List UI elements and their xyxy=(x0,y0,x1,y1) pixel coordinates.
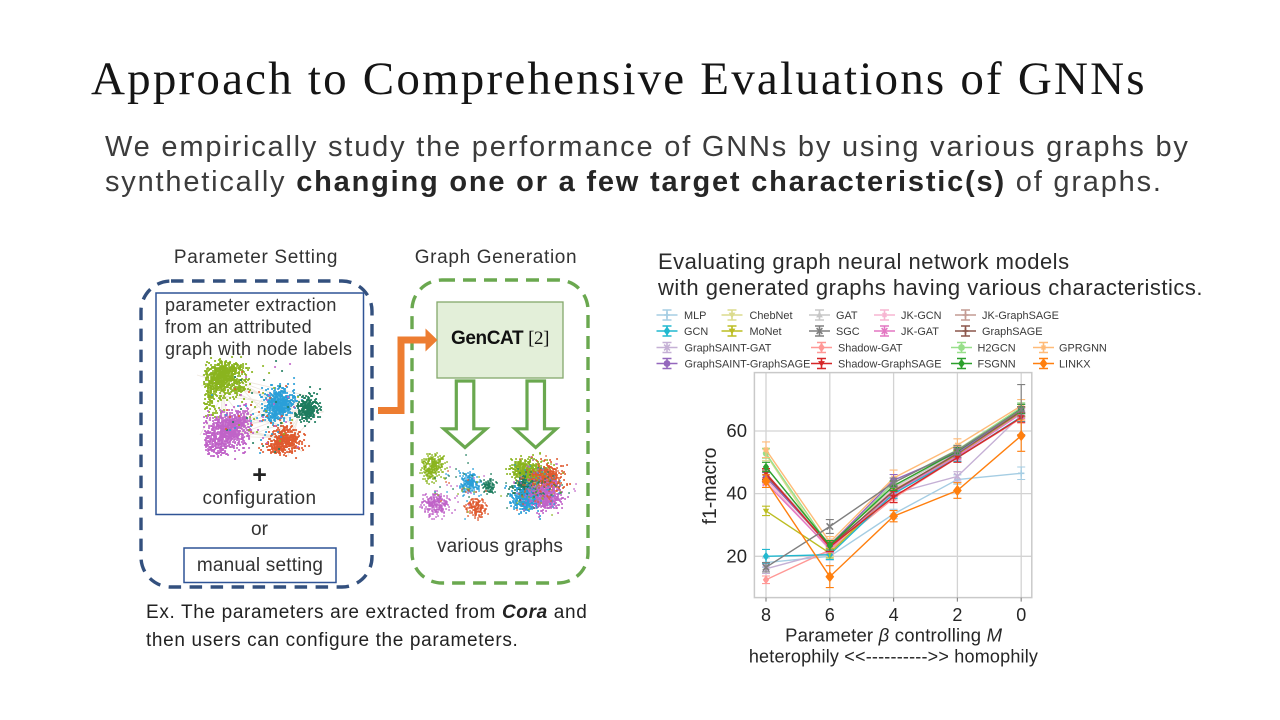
svg-text:Parameter β controlling M: Parameter β controlling M xyxy=(785,624,1003,645)
svg-text:MLP: MLP xyxy=(684,310,706,322)
svg-text:Shadow-GraphSAGE: Shadow-GraphSAGE xyxy=(838,358,942,370)
svg-text:GraphSAINT-GraphSAGE: GraphSAINT-GraphSAGE xyxy=(685,358,811,370)
svg-text:ChebNet: ChebNet xyxy=(750,310,793,322)
svg-text:SGC: SGC xyxy=(836,326,860,338)
svg-text:60: 60 xyxy=(726,420,747,441)
svg-text:20: 20 xyxy=(726,546,747,567)
svg-text:LINKX: LINKX xyxy=(1059,358,1091,370)
svg-text:2: 2 xyxy=(952,605,962,625)
svg-text:Shadow-GAT: Shadow-GAT xyxy=(838,342,903,354)
svg-text:JK-GAT: JK-GAT xyxy=(901,326,939,338)
svg-text:40: 40 xyxy=(726,482,747,503)
svg-text:8: 8 xyxy=(761,605,771,625)
svg-text:6: 6 xyxy=(825,605,835,625)
svg-text:f1-macro: f1-macro xyxy=(699,447,721,524)
svg-text:GCN: GCN xyxy=(684,326,708,338)
svg-text:FSGNN: FSGNN xyxy=(978,358,1016,370)
svg-text:GraphSAGE: GraphSAGE xyxy=(982,326,1043,338)
svg-text:GPRGNN: GPRGNN xyxy=(1059,342,1107,354)
svg-text:MoNet: MoNet xyxy=(750,326,782,338)
svg-text:JK-GCN: JK-GCN xyxy=(901,310,942,322)
svg-text:4: 4 xyxy=(889,605,899,625)
svg-text:GAT: GAT xyxy=(836,310,858,322)
svg-text:heterophily <<---------->> hom: heterophily <<---------->> homophily xyxy=(749,647,1038,667)
svg-text:GraphSAINT-GAT: GraphSAINT-GAT xyxy=(685,342,772,354)
svg-text:JK-GraphSAGE: JK-GraphSAGE xyxy=(982,310,1059,322)
svg-text:H2GCN: H2GCN xyxy=(978,342,1016,354)
svg-text:0: 0 xyxy=(1016,605,1026,625)
